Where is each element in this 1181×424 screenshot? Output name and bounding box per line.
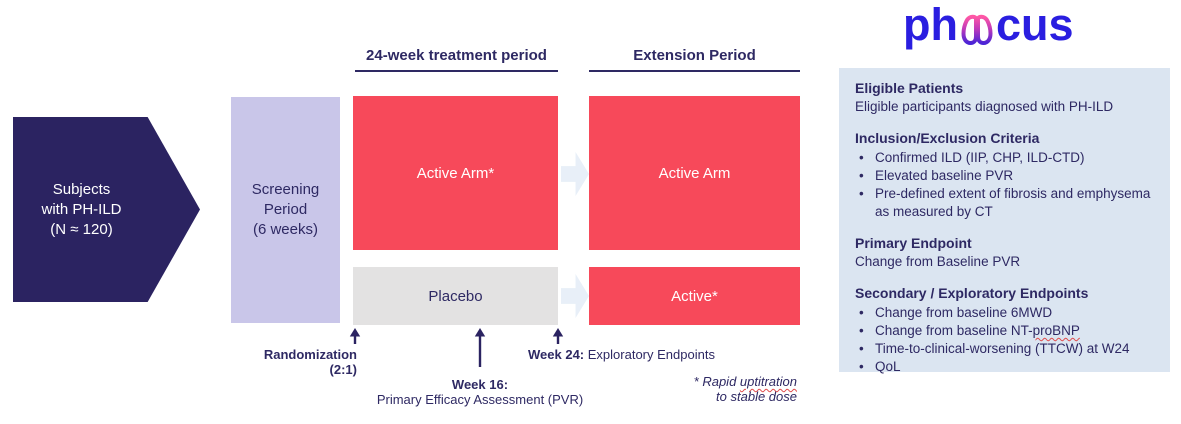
- panel-section-body: Eligible participants diagnosed with PH-…: [855, 99, 1114, 114]
- logo-text-pre: ph: [903, 0, 958, 50]
- list-item: Change from baseline 6MWD: [855, 304, 1158, 322]
- panel-section-title: Eligible Patients: [855, 80, 964, 96]
- panel-section-title: Secondary / Exploratory Endpoints: [855, 285, 1089, 301]
- extension-period-header: Extension Period: [589, 47, 800, 72]
- treatment-period-header: 24-week treatment period: [355, 47, 558, 72]
- uptitration-footnote: * Rapid uptitration to stable dose: [693, 374, 797, 404]
- week16-up-arrow-icon: [474, 328, 486, 367]
- lungs-icon: [961, 4, 993, 45]
- randomization-up-arrow-icon: [349, 328, 361, 344]
- list-item: Confirmed ILD (IIP, CHP, ILD-CTD): [855, 149, 1158, 167]
- placebo-box: Placebo: [353, 267, 558, 325]
- eligibility-panel: Eligible Patients Eligible participants …: [839, 68, 1170, 376]
- subjects-label: Subjects with PH-ILD (N ≈ 120): [41, 180, 122, 238]
- week24-label: Week 24: Exploratory Endpoints: [528, 347, 715, 362]
- randomization-label: Randomization (2:1): [263, 347, 357, 377]
- screening-box: Screening Period (6 weeks): [231, 97, 340, 323]
- logo-text-post: cus: [995, 0, 1074, 50]
- phocus-logo: ph cus: [903, 2, 1074, 48]
- list-item: Pre-defined extent of fibrosis and emphy…: [855, 185, 1158, 221]
- week16-label: Week 16: Primary Efficacy Assessment (PV…: [376, 377, 584, 407]
- screening-label: Screening Period (6 weeks): [251, 181, 320, 238]
- active-arm-extension-box: Active Arm: [589, 96, 800, 250]
- list-item: Change from baseline NT-proBNP: [855, 322, 1158, 340]
- right-arrow-icon: [561, 274, 589, 318]
- panel-section-title: Primary Endpoint: [855, 235, 972, 251]
- inclusion-criteria-list: Confirmed ILD (IIP, CHP, ILD-CTD) Elevat…: [855, 149, 1158, 221]
- secondary-endpoints-list: Change from baseline 6MWD Change from ba…: [855, 304, 1158, 376]
- subjects-arrow: Subjects with PH-ILD (N ≈ 120): [13, 117, 200, 302]
- week24-up-arrow-icon: [552, 328, 564, 344]
- panel-section-title: Inclusion/Exclusion Criteria: [855, 130, 1040, 146]
- panel-section-body: Change from Baseline PVR: [855, 254, 1021, 269]
- active-extension-box: Active*: [589, 267, 800, 325]
- list-item: Elevated baseline PVR: [855, 167, 1158, 185]
- list-item: QoL: [855, 358, 1158, 376]
- list-item: Time-to-clinical-worsening (TTCW) at W24: [855, 340, 1158, 358]
- active-arm-treatment-box: Active Arm*: [353, 96, 558, 250]
- right-arrow-icon: [561, 152, 589, 196]
